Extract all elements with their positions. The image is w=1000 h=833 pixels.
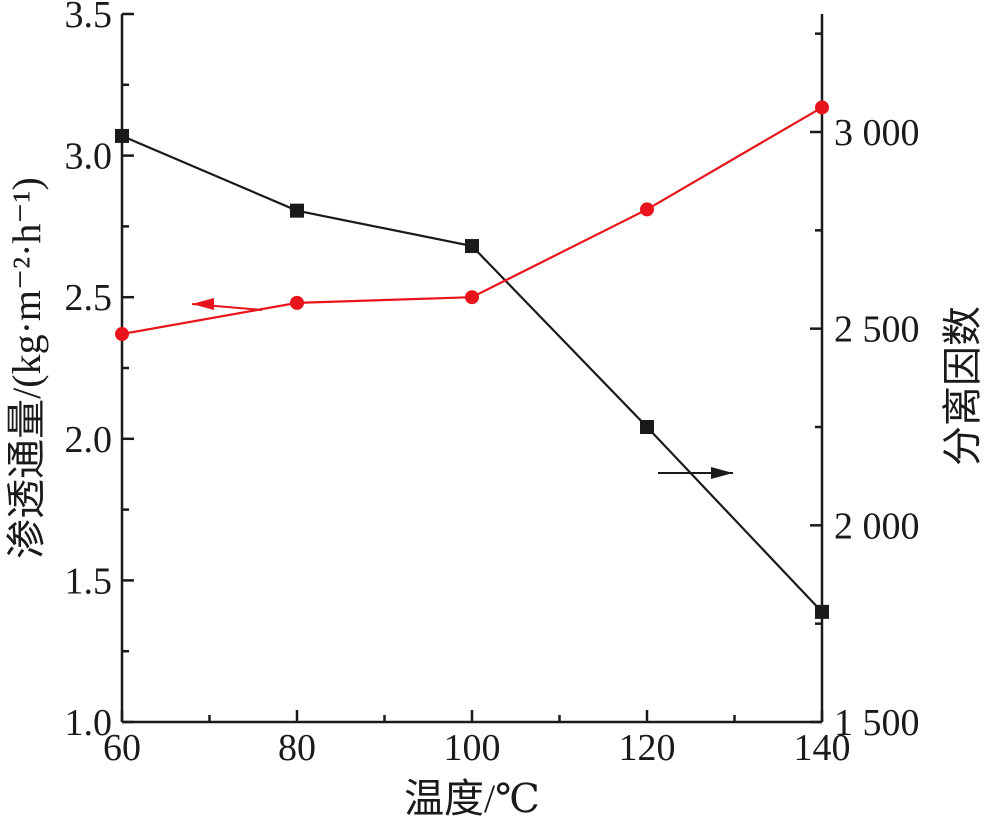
- arrow-right-icon: [658, 467, 733, 479]
- data-point-circle: [465, 290, 479, 305]
- series-line-right: [121, 134, 823, 613]
- data-point-square: [115, 128, 129, 143]
- x-axis-title: 温度/℃: [404, 776, 540, 821]
- data-point-square: [640, 420, 654, 434]
- y-left-tick-label: 2.0: [65, 419, 113, 461]
- x-tick-label: 140: [794, 727, 851, 769]
- y-right-tick-label: 1 500: [834, 702, 920, 744]
- arrow-left-icon-head: [192, 298, 214, 310]
- ticks: 60 80 100 120 140 1.0 1.5 2.0 2.5 3.0 3.5 1 500 2 00…: [65, 0, 920, 769]
- series-layer: [115, 100, 829, 619]
- y-right-tick-label: 2 500: [834, 309, 920, 351]
- y-right-tick-label: 2 000: [834, 505, 920, 547]
- data-point-circle: [815, 100, 829, 115]
- y-left-tick-label: 1.5: [65, 560, 113, 602]
- x-tick-label: 60: [103, 727, 141, 769]
- axes: [120, 14, 824, 724]
- x-tick-label: 100: [444, 727, 501, 769]
- axis-titles: 温度/℃ 渗透通量/(kg·m⁻²·h⁻¹) 分离因数: [4, 177, 985, 821]
- data-point-circle: [115, 327, 129, 342]
- arrow-left-icon: [191, 298, 263, 311]
- y-right-tick-label: 3 000: [834, 112, 920, 154]
- y-left-tick-label: 2.5: [65, 277, 113, 319]
- y-right-axis-title: 分离因数: [940, 306, 985, 466]
- x-tick-label: 120: [619, 727, 676, 769]
- y-left-tick-label: 1.0: [65, 702, 113, 744]
- data-point-circle: [640, 202, 654, 217]
- annotations: [191, 298, 733, 479]
- data-point-square: [290, 203, 304, 218]
- y-left-tick-label: 3.5: [65, 0, 113, 36]
- data-point-circle: [290, 295, 304, 310]
- x-tick-label: 80: [278, 727, 316, 769]
- arrow-right-icon-head: [711, 467, 733, 479]
- y-left-tick-label: 3.0: [65, 136, 113, 178]
- data-point-square: [815, 604, 829, 619]
- data-point-square: [465, 239, 479, 254]
- y-left-axis-title: 渗透通量/(kg·m⁻²·h⁻¹): [4, 177, 49, 559]
